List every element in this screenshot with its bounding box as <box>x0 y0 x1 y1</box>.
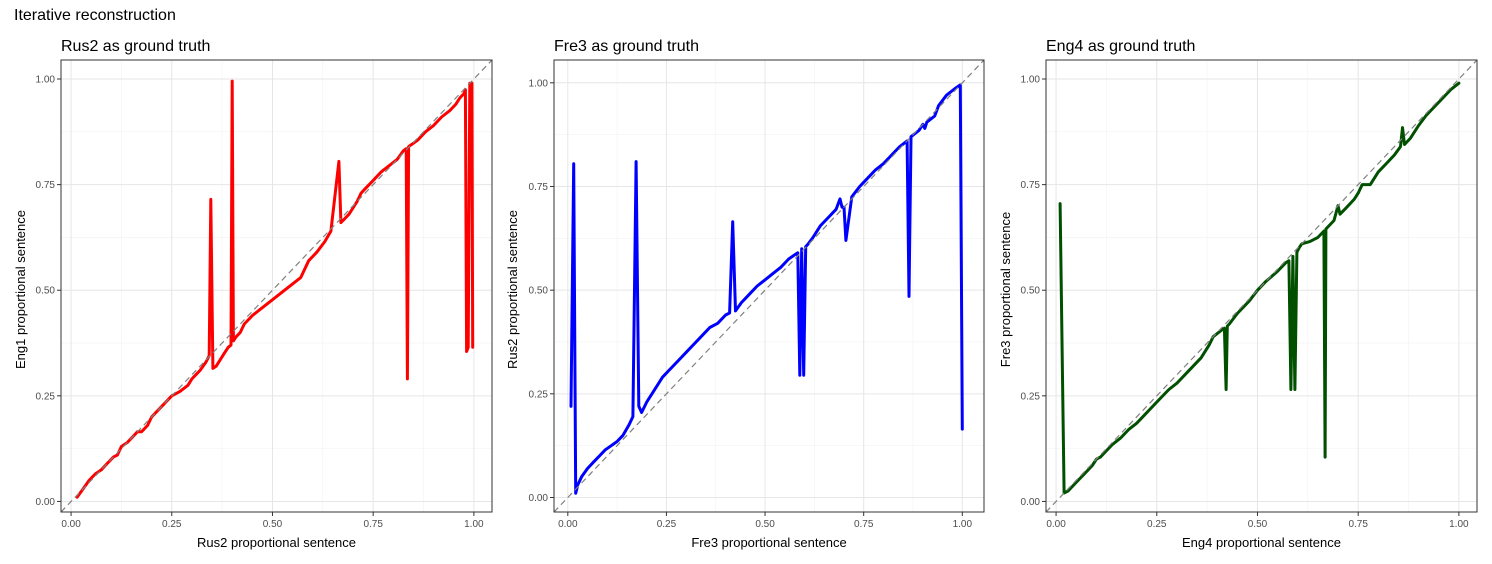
x-tick-label: 0.00 <box>1046 519 1066 530</box>
x-tick-label: 0.25 <box>657 519 677 530</box>
y-tick-label: 0.00 <box>529 493 549 504</box>
plot-area: 0.00 0.25 0.50 0.75 1.00 0.00 0.25 0.50 0.75 1.00 <box>36 59 493 530</box>
figure-title: Iterative reconstruction <box>14 7 176 24</box>
reference-line <box>553 59 985 513</box>
y-tick-label: 1.00 <box>36 75 56 86</box>
x-tick-label: 0.00 <box>61 519 81 530</box>
panel-fre3: Fre3 as ground truth 0.00 0.25 0.50 0.75 1.0… <box>505 38 985 550</box>
plot-area: 0.00 0.25 0.50 0.75 1.00 0.00 0.25 0.50 0.75 1.00 <box>529 59 985 530</box>
x-axis-label: Fre3 proportional sentence <box>691 535 846 550</box>
y-tick-label: 1.00 <box>529 78 549 89</box>
x-tick-label: 0.00 <box>558 519 578 530</box>
y-tick-label: 0.25 <box>529 389 549 400</box>
panel-title: Rus2 as ground truth <box>61 38 210 55</box>
y-tick-label: 1.00 <box>1021 75 1041 86</box>
panel-rus2: Rus2 as ground truth 0.00 0.25 0.50 0.75 1.0… <box>13 38 493 550</box>
panel-eng4: Eng4 as ground truth 0.00 0.25 0.50 0.75 1.0… <box>998 38 1478 550</box>
panel-border <box>60 59 493 513</box>
x-tick-label: 0.75 <box>1348 519 1368 530</box>
x-axis-label: Rus2 proportional sentence <box>197 535 356 550</box>
x-axis-label: Eng4 proportional sentence <box>1182 535 1341 550</box>
reference-line <box>60 59 493 513</box>
panel-border <box>553 59 985 513</box>
series-line <box>75 79 475 499</box>
y-tick-label: 0.25 <box>1021 391 1041 402</box>
x-tick-label: 0.50 <box>755 519 775 530</box>
x-tick-label: 0.50 <box>263 519 283 530</box>
x-tick-label: 0.50 <box>1248 519 1268 530</box>
y-tick-label: 0.50 <box>529 286 549 297</box>
panel-title: Eng4 as ground truth <box>1046 38 1195 55</box>
y-tick-label: 0.75 <box>529 182 549 193</box>
panel-border <box>1045 59 1478 513</box>
x-tick-label: 0.75 <box>854 519 874 530</box>
y-tick-label: 0.75 <box>1021 180 1041 191</box>
y-tick-label: 0.00 <box>1021 497 1041 508</box>
y-axis-label: Eng1 proportional sentence <box>13 210 28 369</box>
y-tick-label: 0.50 <box>36 286 56 297</box>
y-tick-label: 0.00 <box>36 497 56 508</box>
x-tick-label: 0.75 <box>363 519 383 530</box>
panel-title: Fre3 as ground truth <box>554 38 699 55</box>
y-tick-label: 0.50 <box>1021 286 1041 297</box>
y-axis-label: Fre3 proportional sentence <box>998 212 1013 367</box>
x-tick-label: 0.25 <box>162 519 182 530</box>
y-axis-label: Rus2 proportional sentence <box>505 210 520 369</box>
y-tick-label: 0.75 <box>36 180 56 191</box>
x-tick-label: 1.00 <box>464 519 484 530</box>
reference-line <box>1045 59 1478 513</box>
x-tick-label: 0.25 <box>1147 519 1167 530</box>
series-line <box>1058 81 1461 495</box>
y-tick-label: 0.25 <box>36 391 56 402</box>
x-tick-label: 1.00 <box>1449 519 1469 530</box>
x-tick-label: 1.00 <box>953 519 973 530</box>
plot-area: 0.00 0.25 0.50 0.75 1.00 0.00 0.25 0.50 0.75 1.00 <box>1021 59 1478 530</box>
